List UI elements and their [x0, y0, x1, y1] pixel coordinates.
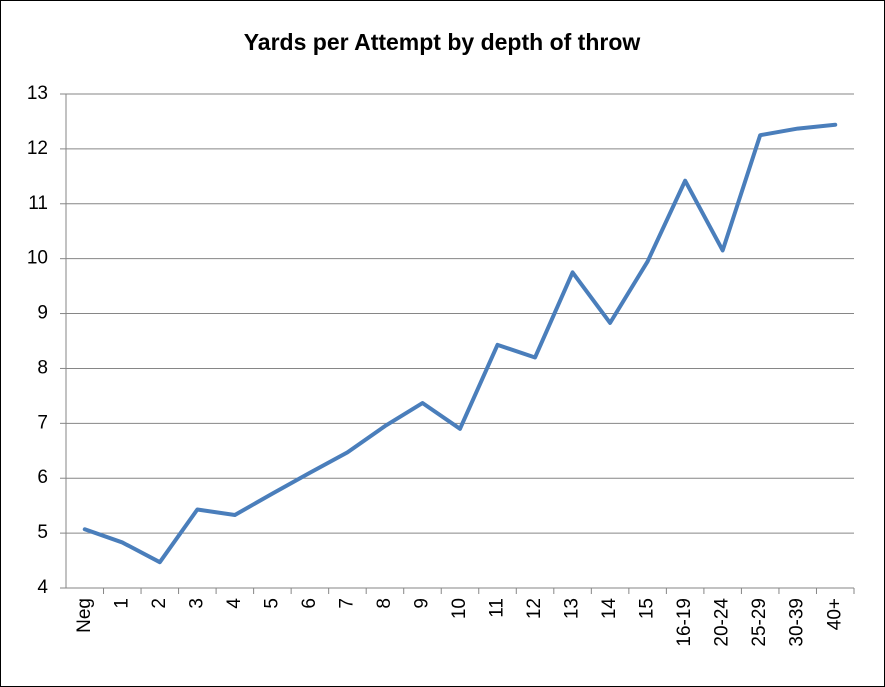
x-tick-label: 30-39 [787, 598, 808, 647]
x-tick-label: 13 [562, 598, 583, 619]
y-tick-label: 6 [37, 467, 48, 488]
x-tick-label: 15 [637, 598, 658, 619]
x-tick-label: 40+ [824, 598, 845, 630]
x-tick-label: 16-19 [674, 598, 695, 647]
x-tick-label: 3 [186, 598, 207, 609]
x-tick-label: 6 [299, 598, 320, 609]
x-tick-label: 4 [224, 598, 245, 609]
y-tick-label: 12 [27, 138, 48, 159]
x-tick-label: 1 [111, 598, 132, 609]
y-tick-label: 5 [37, 522, 48, 543]
line-series [82, 122, 838, 565]
y-tick-label: 11 [28, 193, 48, 214]
x-tick-label: 25-29 [749, 598, 770, 647]
x-tick-label: 5 [261, 598, 282, 609]
y-tick-label: 13 [27, 83, 48, 104]
y-tick-label: 7 [37, 412, 48, 433]
x-tick-label: 8 [374, 598, 395, 609]
y-tick-label: 8 [37, 357, 48, 378]
x-tick-label: 11 [487, 598, 508, 618]
x-tick-label: 14 [599, 598, 620, 620]
x-tick-label: 10 [449, 598, 470, 619]
y-tick-label: 9 [37, 303, 48, 324]
x-tick-label: 2 [149, 598, 170, 609]
x-tick-label: Neg [74, 598, 95, 633]
x-tick-label: 9 [411, 598, 432, 609]
y-tick-label: 4 [37, 577, 48, 598]
x-tick-label: 7 [336, 598, 357, 609]
y-tick-label: 10 [27, 248, 48, 269]
x-tick-label: 20-24 [712, 598, 733, 647]
chart-title: Yards per Attempt by depth of throw [244, 29, 641, 55]
x-tick-label: 12 [524, 598, 545, 619]
